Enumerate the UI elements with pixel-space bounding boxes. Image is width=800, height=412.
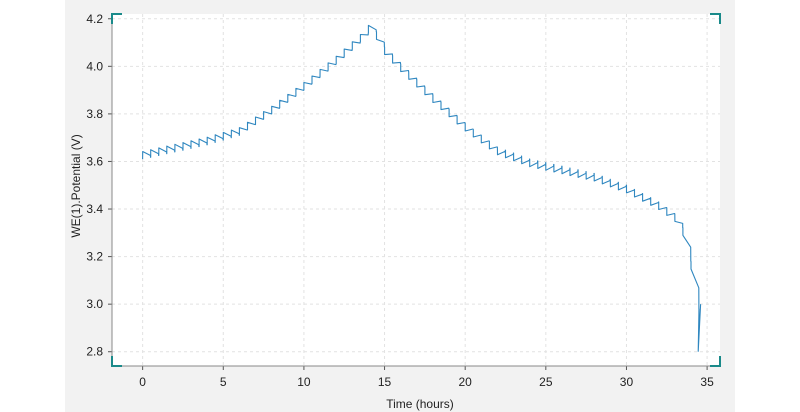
series-area: [142, 24, 702, 352]
y-axis-label: WE(1).Potential (V): [69, 134, 83, 237]
series-end-spike: [697, 304, 702, 352]
x-tick-label: 10: [297, 375, 311, 389]
x-tick-label: 25: [539, 375, 553, 389]
y-tick-label: 3.2: [86, 250, 103, 264]
y-tick-label: 3.6: [86, 154, 103, 168]
y-tick-label: 3.0: [86, 297, 103, 311]
x-tick-label: 0: [139, 375, 146, 389]
corner-marker: [710, 356, 721, 367]
grid: [112, 14, 720, 366]
y-tick-label: 3.4: [86, 202, 103, 216]
x-tick-label: 35: [700, 375, 714, 389]
axes: [108, 13, 721, 370]
y-tick-label: 3.8: [86, 107, 103, 121]
x-tick-label: 15: [378, 375, 392, 389]
x-tick-label: 5: [220, 375, 227, 389]
tick-labels: 0 5 10 15 20 25 30 35 2.8 3.0 3.2 3.4 3.6 3.8 4.0 4.2: [86, 12, 714, 389]
y-tick-label: 2.8: [86, 345, 103, 359]
corner-marker: [710, 13, 721, 24]
y-tick-label: 4.0: [86, 59, 103, 73]
corner-marker: [111, 13, 122, 24]
x-tick-label: 20: [459, 375, 473, 389]
series-line: [142, 24, 700, 318]
y-tick-label: 4.2: [86, 12, 103, 26]
x-axis-label: Time (hours): [386, 397, 454, 411]
corner-marker: [111, 356, 122, 367]
x-tick-label: 30: [620, 375, 634, 389]
